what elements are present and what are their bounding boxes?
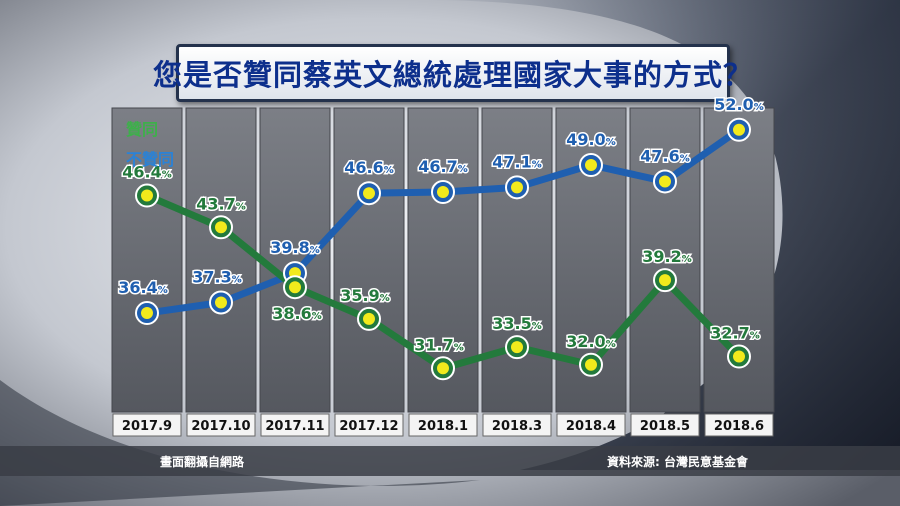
x-tick-label: 2018.6: [714, 419, 764, 434]
column-panel: [629, 107, 701, 413]
column-panel: [185, 107, 257, 413]
data-label: 47.6%: [640, 146, 690, 165]
data-label: 35.9%: [340, 286, 390, 305]
data-point-center: [215, 296, 227, 309]
data-point-center: [363, 187, 375, 200]
data-point-center: [659, 175, 671, 188]
data-point-center: [363, 312, 375, 325]
data-point-center: [215, 221, 227, 234]
x-tick-label: 2018.1: [418, 419, 468, 434]
data-label: 47.1%: [492, 152, 542, 171]
data-label: 46.7%: [418, 157, 468, 176]
legend-approve: 贊同: [126, 120, 159, 139]
data-label: 33.5%: [492, 314, 542, 333]
column-panel: [333, 107, 405, 413]
data-label: 46.6%: [344, 158, 394, 177]
data-point-center: [141, 307, 153, 320]
data-label: 46.4%: [122, 163, 172, 182]
data-point-center: [289, 281, 301, 294]
data-point-center: [585, 358, 597, 371]
legend-disapprove: 不贊同: [126, 150, 175, 169]
data-label: 37.3%: [192, 267, 242, 286]
x-tick-label: 2017.11: [265, 419, 324, 434]
data-point-center: [437, 186, 449, 199]
x-tick-label: 2018.3: [492, 419, 542, 434]
x-tick-box: [334, 413, 404, 437]
data-point-center: [585, 159, 597, 171]
data-point-center: [659, 274, 671, 287]
data-point-center: [437, 362, 449, 375]
data-label: 39.2%: [642, 247, 692, 266]
column-panel: [481, 107, 553, 413]
data-label: 39.8%: [270, 238, 320, 257]
x-tick-box: [704, 413, 774, 437]
x-tick-label: 2018.5: [640, 419, 690, 434]
data-label: 32.7%: [710, 324, 760, 343]
data-label: 43.7%: [196, 194, 246, 213]
data-label: 32.0%: [566, 332, 616, 351]
x-tick-box: [482, 413, 552, 437]
chart-title-box: 您是否贊同蔡英文總統處理國家大事的方式？: [153, 44, 752, 102]
x-tick-box: [186, 413, 256, 437]
x-tick-label: 2017.12: [339, 419, 398, 434]
data-point-center: [733, 350, 745, 363]
data-point-center: [733, 123, 745, 136]
data-point-center: [511, 181, 523, 194]
x-tick-box: [112, 413, 182, 437]
column-panel: [259, 107, 331, 413]
x-tick-label: 2017.10: [191, 419, 250, 434]
data-point-center: [141, 189, 153, 202]
data-label: 31.7%: [414, 335, 464, 354]
x-tick-box: [556, 413, 626, 437]
data-label: 36.4%: [118, 278, 168, 297]
data-point-center: [511, 341, 523, 354]
x-tick-label: 2017.9: [122, 419, 172, 434]
chart-title: 您是否贊同蔡英文總統處理國家大事的方式？: [153, 58, 754, 92]
data-label: 49.0%: [566, 130, 616, 149]
x-tick-box: [260, 413, 330, 437]
x-tick-box: [408, 413, 478, 437]
column-panel: [111, 107, 183, 413]
data-label: 52.0%: [714, 95, 764, 114]
data-label: 38.6%: [272, 304, 322, 323]
x-tick-box: [630, 413, 700, 437]
source-note: 資料來源: 台灣民意基金會: [607, 455, 748, 469]
footer-note: 畫面翻攝自網路: [160, 455, 245, 469]
x-tick-label: 2018.4: [566, 419, 616, 434]
